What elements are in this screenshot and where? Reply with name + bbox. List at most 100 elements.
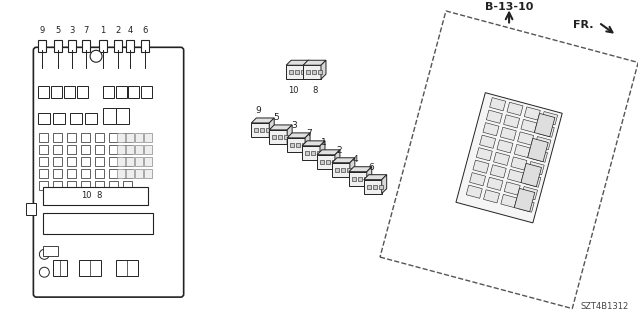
Bar (286, 65, 304, 79)
Text: 4: 4 (127, 26, 132, 35)
Bar (326, 160, 330, 164)
Bar (252, 123, 269, 137)
Bar (364, 177, 368, 181)
Bar (332, 163, 350, 177)
Polygon shape (380, 11, 638, 308)
Bar (81, 181, 90, 189)
Polygon shape (538, 124, 554, 137)
Text: 4: 4 (353, 155, 358, 164)
Text: FR.: FR. (573, 20, 594, 30)
Bar (358, 177, 362, 181)
Polygon shape (504, 115, 520, 128)
Bar (335, 168, 339, 172)
Bar (278, 135, 282, 139)
Bar (269, 130, 287, 144)
Bar (38, 86, 49, 98)
Text: 7: 7 (83, 26, 89, 35)
Bar (95, 157, 104, 166)
Polygon shape (484, 190, 500, 203)
Polygon shape (497, 140, 513, 153)
Bar (99, 40, 107, 52)
Bar (260, 128, 264, 132)
Bar (39, 157, 48, 166)
Bar (144, 157, 152, 166)
Bar (303, 65, 321, 79)
Polygon shape (252, 118, 274, 123)
Bar (364, 180, 381, 194)
Polygon shape (304, 60, 309, 79)
Polygon shape (528, 161, 544, 175)
Bar (117, 133, 125, 142)
Bar (126, 157, 134, 166)
Bar (116, 108, 129, 124)
Polygon shape (514, 145, 531, 158)
Bar (95, 145, 104, 154)
Polygon shape (490, 98, 506, 111)
Text: 9: 9 (255, 106, 261, 115)
Bar (51, 86, 62, 98)
Bar (126, 145, 134, 154)
Text: 8: 8 (96, 191, 102, 200)
Bar (95, 133, 104, 142)
Text: 3: 3 (70, 26, 75, 35)
Bar (367, 185, 371, 189)
Bar (82, 40, 90, 52)
Bar (318, 70, 322, 74)
Text: 2: 2 (115, 26, 120, 35)
Bar (301, 70, 305, 74)
Bar (284, 135, 288, 139)
Bar (117, 169, 125, 178)
Bar (317, 151, 321, 155)
Polygon shape (302, 141, 325, 146)
Polygon shape (521, 163, 541, 187)
Polygon shape (335, 150, 340, 169)
Text: 10: 10 (288, 86, 298, 95)
Polygon shape (532, 149, 548, 162)
Bar (39, 181, 48, 189)
Bar (135, 157, 143, 166)
Bar (117, 157, 125, 166)
Bar (53, 260, 67, 276)
Bar (141, 40, 149, 52)
Bar (67, 145, 76, 154)
Bar (39, 145, 48, 154)
Bar (135, 133, 143, 142)
Bar (332, 160, 336, 164)
Bar (39, 133, 48, 142)
Bar (81, 145, 90, 154)
Bar (26, 203, 36, 214)
Text: 5: 5 (273, 113, 279, 122)
Bar (296, 143, 300, 147)
Bar (287, 138, 305, 152)
Text: 3: 3 (291, 121, 297, 130)
Bar (53, 169, 62, 178)
Bar (117, 145, 125, 154)
Circle shape (39, 267, 49, 277)
Bar (272, 135, 276, 139)
Polygon shape (381, 175, 387, 194)
Bar (38, 40, 46, 52)
Bar (53, 157, 62, 166)
Bar (302, 146, 320, 160)
Circle shape (39, 249, 49, 259)
Bar (103, 108, 116, 124)
Bar (109, 181, 118, 189)
Polygon shape (508, 169, 524, 182)
Polygon shape (490, 165, 506, 178)
Text: 8: 8 (312, 86, 317, 95)
Bar (53, 133, 62, 142)
Bar (85, 113, 97, 124)
Bar (67, 169, 76, 178)
Bar (79, 260, 101, 276)
Bar (109, 133, 118, 142)
Bar (305, 151, 309, 155)
Bar (68, 40, 76, 52)
Bar (67, 181, 76, 189)
Bar (67, 157, 76, 166)
Bar (306, 70, 310, 74)
Bar (116, 86, 127, 98)
Text: 5: 5 (56, 26, 61, 35)
Bar (144, 169, 152, 178)
Bar (254, 128, 259, 132)
Polygon shape (321, 60, 326, 79)
